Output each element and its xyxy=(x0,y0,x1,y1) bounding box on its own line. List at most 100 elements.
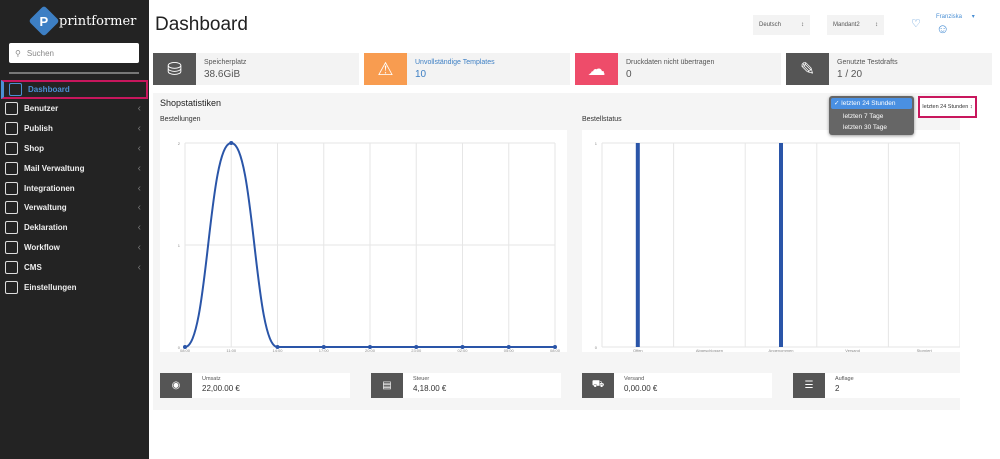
truck-icon: ⛟ xyxy=(582,373,614,398)
range-option-label: letzten 7 Tage xyxy=(843,113,884,120)
stack-icon: ☰ xyxy=(793,373,825,398)
x-tick-label: 08:00 xyxy=(550,348,561,352)
sidebar-item-label: Shop xyxy=(24,143,44,153)
user-menu[interactable]: Franziska ▾ ☺ xyxy=(936,13,975,36)
y-tick-label: 1 xyxy=(178,243,181,248)
y-tick-label: 0 xyxy=(178,345,181,350)
divider xyxy=(9,72,139,74)
language-select[interactable]: Deutsch ↕ xyxy=(753,15,810,35)
x-tick-label: 20:00 xyxy=(365,348,376,352)
chevron-left-icon: ‹ xyxy=(137,241,141,253)
bar xyxy=(635,143,640,347)
range-option[interactable]: letzten 30 Tage xyxy=(829,122,914,133)
sidebar-item-cms[interactable]: CMS ‹ xyxy=(0,257,149,277)
stat-card: ☁ Druckdaten nicht übertragen 0 xyxy=(575,53,781,85)
range-option-label: letzten 24 Stunden xyxy=(841,100,896,107)
chevron-left-icon: ‹ xyxy=(137,261,141,273)
sidebar-item-mail-verwaltung[interactable]: Mail Verwaltung ‹ xyxy=(0,158,149,178)
bell-icon[interactable]: ♡ xyxy=(911,18,921,30)
kpi-label: Auflage xyxy=(835,376,854,382)
verwaltung-icon xyxy=(5,201,18,215)
select-arrows-icon: ↕ xyxy=(801,22,804,28)
stat-label: Genutzte Testdrafts xyxy=(837,59,898,66)
kpi-value: 22,00.00 € xyxy=(202,384,240,393)
sidebar-item-label: Einstellungen xyxy=(24,282,77,292)
data-point xyxy=(414,345,419,349)
tenant-select[interactable]: Mandant2 ↕ xyxy=(827,15,884,35)
range-dropdown: ✓ letzten 24 Stunden letzten 7 Tage letz… xyxy=(829,96,914,135)
language-value: Deutsch xyxy=(759,22,782,28)
edit-icon: ✎ xyxy=(786,53,829,85)
search-icon: ⚲ xyxy=(15,48,21,58)
search-placeholder: Suchen xyxy=(26,48,54,58)
sidebar-item-integrationen[interactable]: Integrationen ‹ xyxy=(0,178,149,198)
sidebar-nav: Dashboard Benutzer ‹ Publish ‹ Shop ‹ Mail Verw… xyxy=(0,80,149,297)
database-icon: ⛁ xyxy=(153,53,196,85)
chevron-left-icon: ‹ xyxy=(137,202,141,214)
x-tick-label: 11:00 xyxy=(226,348,236,352)
stat-card[interactable]: ⚠ Unvollständige Templates 10 xyxy=(364,53,570,85)
dashboard-icon xyxy=(9,83,22,96)
sidebar-item-label: Workflow xyxy=(24,242,60,252)
x-tick-label: Abgeschlossen xyxy=(696,348,723,352)
range-option[interactable]: letzten 7 Tage xyxy=(829,111,914,122)
stat-value: 0 xyxy=(626,69,632,80)
data-point xyxy=(321,345,326,349)
sidebar-item-label: Integrationen xyxy=(24,183,75,193)
workflow-icon xyxy=(5,240,18,254)
search-input[interactable]: ⚲ Suchen xyxy=(9,43,139,63)
sidebar-item-label: CMS xyxy=(24,262,42,272)
x-tick-label: 02:00 xyxy=(457,348,468,352)
kpi-label: Steuer xyxy=(413,376,430,382)
data-point xyxy=(506,345,511,349)
data-point xyxy=(275,345,280,349)
logo[interactable]: P printformer xyxy=(28,5,136,37)
cms-icon xyxy=(5,260,18,274)
data-point xyxy=(553,345,557,349)
sidebar: P printformer ⚲ Suchen Dashboard Benutzer… xyxy=(0,0,149,459)
x-tick-label: 17:00 xyxy=(319,348,330,352)
sidebar-item-publish[interactable]: Publish ‹ xyxy=(0,119,149,139)
logo-icon: P xyxy=(28,5,60,37)
kpi-label: Versand xyxy=(624,376,645,382)
shop-stats-panel: Shopstatistiken Bestellungen Bestellstat… xyxy=(153,93,983,410)
orders-chart-title: Bestellungen xyxy=(160,116,201,123)
range-select[interactable]: letzten 24 Stunden ↕ xyxy=(918,96,977,118)
kpi-card: ▤ Steuer 4,18.00 € xyxy=(371,373,561,398)
sidebar-item-verwaltung[interactable]: Verwaltung ‹ xyxy=(0,198,149,218)
chevron-left-icon: ‹ xyxy=(137,182,141,194)
sidebar-item-workflow[interactable]: Workflow ‹ xyxy=(0,238,149,258)
sidebar-item-label: Dashboard xyxy=(28,85,70,94)
range-option-label: letzten 30 Tage xyxy=(843,124,887,131)
sidebar-item-label: Verwaltung xyxy=(24,203,67,213)
kpi-value: 4,18.00 € xyxy=(413,384,447,393)
sidebar-item-label: Deklaration xyxy=(24,223,68,233)
sidebar-item-shop[interactable]: Shop ‹ xyxy=(0,139,149,159)
y-tick-label: 0 xyxy=(595,345,598,350)
user-name: Franziska xyxy=(936,14,963,20)
range-option[interactable]: ✓ letzten 24 Stunden xyxy=(831,98,912,109)
kpi-value: 0,00.00 € xyxy=(624,384,658,393)
range-value: letzten 24 Stunden xyxy=(922,104,969,110)
caret-down-icon: ▾ xyxy=(971,14,975,20)
y-tick-label: 2 xyxy=(178,141,181,146)
sidebar-item-einstellungen[interactable]: Einstellungen xyxy=(0,277,149,297)
mail-verwaltung-icon xyxy=(5,161,18,175)
x-tick-label: Versand xyxy=(845,348,860,352)
x-tick-label: 14:00 xyxy=(272,348,283,352)
warning-icon: ⚠ xyxy=(364,53,407,85)
stat-card: ✎ Genutzte Testdrafts 1 / 20 xyxy=(786,53,992,85)
sidebar-item-benutzer[interactable]: Benutzer ‹ xyxy=(0,99,149,119)
publish-icon xyxy=(5,122,18,136)
kpi-card: ◉ Umsatz 22,00.00 € xyxy=(160,373,350,398)
status-chart-title: Bestellstatus xyxy=(582,116,622,123)
stats-title: Shopstatistiken xyxy=(160,98,222,108)
chevron-left-icon: ‹ xyxy=(137,162,141,174)
kpi-label: Umsatz xyxy=(202,376,221,382)
sidebar-item-dashboard[interactable]: Dashboard xyxy=(1,80,148,99)
orders-chart: 0 1 2 08:00 11:00 14:00 17:00 20:00 23:00 02:00 05… xyxy=(160,130,567,353)
chevron-left-icon: ‹ xyxy=(137,142,141,154)
sidebar-item-deklaration[interactable]: Deklaration ‹ xyxy=(0,218,149,238)
stat-value: 10 xyxy=(415,69,427,80)
deklaration-icon xyxy=(5,221,18,235)
